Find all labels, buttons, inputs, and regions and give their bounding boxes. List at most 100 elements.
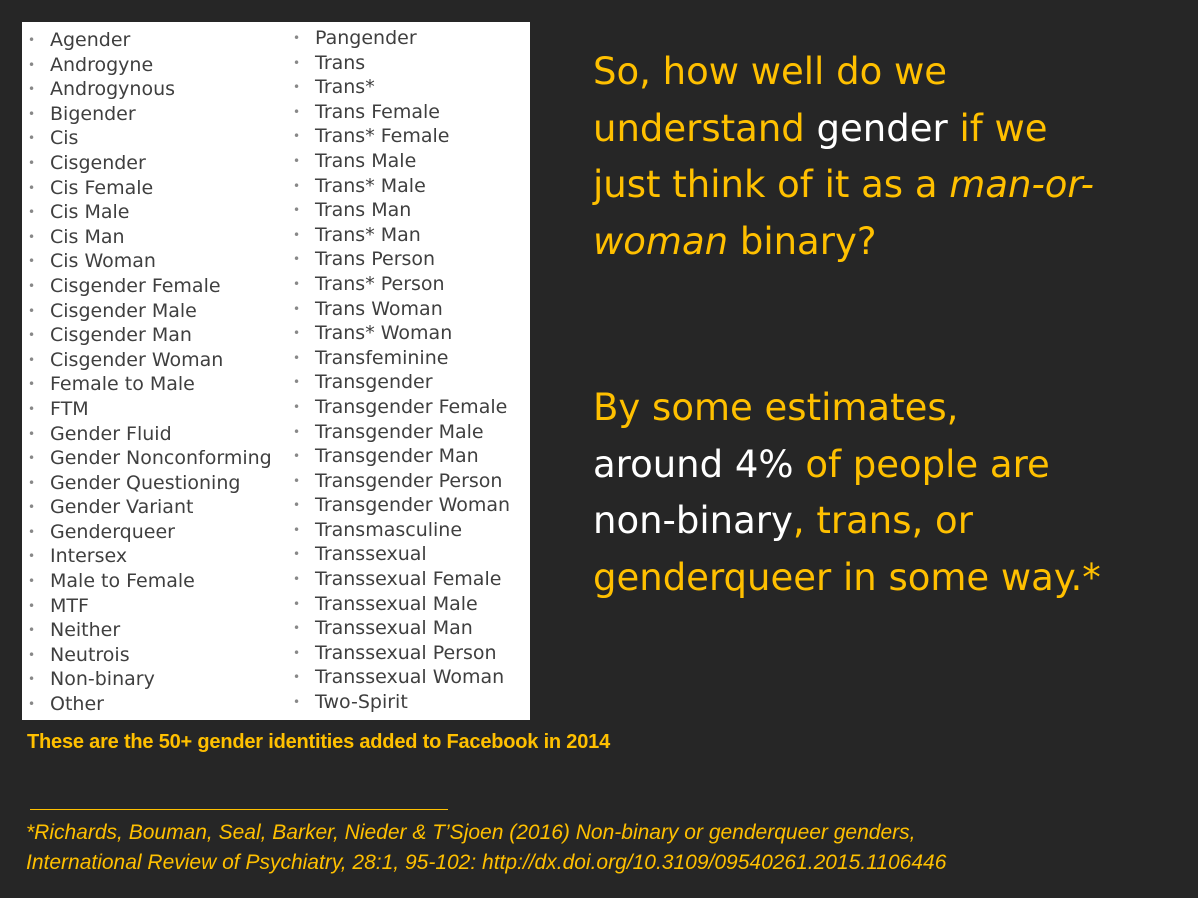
- list-item: • Male to Female: [22, 569, 272, 594]
- list-item: • Androgyne: [22, 53, 272, 78]
- text-line: So, how well do we: [593, 50, 948, 93]
- bullet-icon: •: [293, 80, 301, 95]
- list-item: • Cis Female: [22, 176, 272, 201]
- bullet-icon: •: [28, 623, 36, 638]
- bullet-icon: •: [293, 31, 301, 45]
- bullet-icon: •: [293, 596, 301, 611]
- bullet-icon: •: [28, 574, 36, 589]
- bullet-icon: •: [293, 572, 301, 587]
- list-column-2: • Pangender • Trans • Trans* • Trans Female • Tra…: [287, 26, 510, 715]
- list-column-1: • Agender • Androgyne • Androgynous • Bigender •…: [22, 28, 272, 717]
- list-item-label: Cisgender Woman: [50, 348, 224, 371]
- list-item-label: Neither: [50, 619, 121, 642]
- bullet-icon: •: [293, 227, 301, 242]
- list-item: • Transgender Female: [287, 395, 510, 420]
- list-item-label: Transgender Female: [315, 395, 508, 418]
- bullet-icon: •: [28, 180, 36, 195]
- bullet-icon: •: [293, 645, 301, 660]
- bullet-icon: •: [28, 205, 36, 220]
- bullet-icon: •: [293, 350, 301, 365]
- text-line: non-binary, trans, or: [593, 499, 973, 542]
- list-item-label: Pangender: [315, 27, 417, 49]
- list-item: • Trans Person: [287, 247, 510, 272]
- list-item: • Transgender Man: [287, 444, 510, 469]
- image-caption: These are the 50+ gender identities adde…: [27, 731, 610, 753]
- list-item: • Neutrois: [22, 643, 272, 668]
- list-item: • Trans Man: [287, 198, 510, 223]
- bullet-icon: •: [28, 500, 36, 515]
- bullet-icon: •: [293, 104, 301, 119]
- bullet-icon: •: [28, 377, 36, 392]
- bullet-icon: •: [293, 547, 301, 562]
- text-line: woman binary?: [593, 219, 877, 263]
- list-item: • Transsexual: [287, 542, 510, 567]
- list-item: • Transsexual Female: [287, 567, 510, 592]
- bullet-icon: •: [293, 670, 301, 685]
- list-item-label: Intersex: [50, 545, 128, 568]
- list-item: • Neither: [22, 618, 272, 643]
- list-item: • Transsexual Woman: [287, 665, 510, 690]
- bullet-icon: •: [28, 33, 36, 47]
- list-item-label: Trans Man: [315, 199, 412, 222]
- list-item: • Cisgender: [22, 151, 272, 176]
- list-item: • Trans Woman: [287, 297, 510, 322]
- list-item-label: Trans* Person: [315, 272, 445, 295]
- bullet-icon: •: [28, 155, 36, 170]
- bullet-icon: •: [293, 203, 301, 218]
- list-item: • Cis Woman: [22, 249, 272, 274]
- bullet-icon: •: [293, 424, 301, 439]
- list-item: • Trans Female: [287, 100, 510, 125]
- list-item: • Transgender Woman: [287, 493, 510, 518]
- list-item-label: Cis Female: [50, 176, 154, 199]
- bullet-icon: •: [28, 524, 36, 539]
- list-item-label: Cis Male: [50, 201, 130, 224]
- bullet-icon: •: [293, 375, 301, 390]
- list-item: • Cis Man: [22, 225, 272, 250]
- list-item-label: Cis: [50, 127, 79, 150]
- list-item-label: Transfeminine: [315, 346, 449, 369]
- list-item: • Trans*: [287, 75, 510, 100]
- bullet-icon: •: [28, 328, 36, 343]
- list-item: • Gender Variant: [22, 495, 272, 520]
- list-item-label: MTF: [50, 594, 89, 617]
- list-item-label: Trans*: [315, 76, 375, 99]
- list-item-label: FTM: [50, 397, 89, 420]
- list-item-label: Neutrois: [50, 643, 130, 666]
- text-line: By some estimates,: [593, 386, 959, 429]
- text-line: just think of it as a man-or-: [593, 163, 1094, 206]
- bullet-icon: •: [28, 401, 36, 416]
- bullet-icon: •: [28, 57, 36, 72]
- list-item: • Intersex: [22, 544, 272, 569]
- citation-line-2: International Review of Psychiatry, 28:1…: [26, 851, 947, 874]
- list-item-label: Transsexual Person: [315, 641, 497, 664]
- bullet-icon: •: [28, 229, 36, 244]
- bullet-icon: •: [293, 55, 301, 70]
- list-item-label: Transgender: [315, 371, 433, 394]
- bullet-icon: •: [28, 352, 36, 367]
- list-item: • Trans* Person: [287, 272, 510, 297]
- list-item: • Cis: [22, 126, 272, 151]
- bullet-icon: •: [28, 278, 36, 293]
- list-item-label: Cisgender Male: [50, 299, 197, 322]
- bullet-icon: •: [28, 697, 36, 712]
- estimate-paragraph: By some estimates, around 4% of people a…: [593, 380, 1101, 606]
- list-item-label: Cis Man: [50, 225, 125, 248]
- list-item-label: Trans Male: [315, 149, 417, 172]
- list-item: • Trans Male: [287, 149, 510, 174]
- list-item: • Bigender: [22, 102, 272, 127]
- list-item-label: Cis Woman: [50, 250, 156, 273]
- list-item-label: Trans Female: [315, 100, 440, 123]
- bullet-icon: •: [293, 178, 301, 193]
- list-item-label: Trans* Woman: [315, 322, 453, 345]
- list-item: • Agender: [22, 28, 272, 53]
- bullet-icon: •: [28, 303, 36, 318]
- list-item-label: Cisgender Man: [50, 324, 192, 347]
- list-item-label: Transmasculine: [315, 518, 463, 541]
- bullet-icon: •: [28, 647, 36, 662]
- list-item: • Cisgender Woman: [22, 348, 272, 373]
- bullet-icon: •: [28, 426, 36, 441]
- list-item: • FTM: [22, 397, 272, 422]
- bullet-icon: •: [293, 695, 301, 710]
- bullet-icon: •: [293, 449, 301, 464]
- list-item: • Transfeminine: [287, 346, 510, 371]
